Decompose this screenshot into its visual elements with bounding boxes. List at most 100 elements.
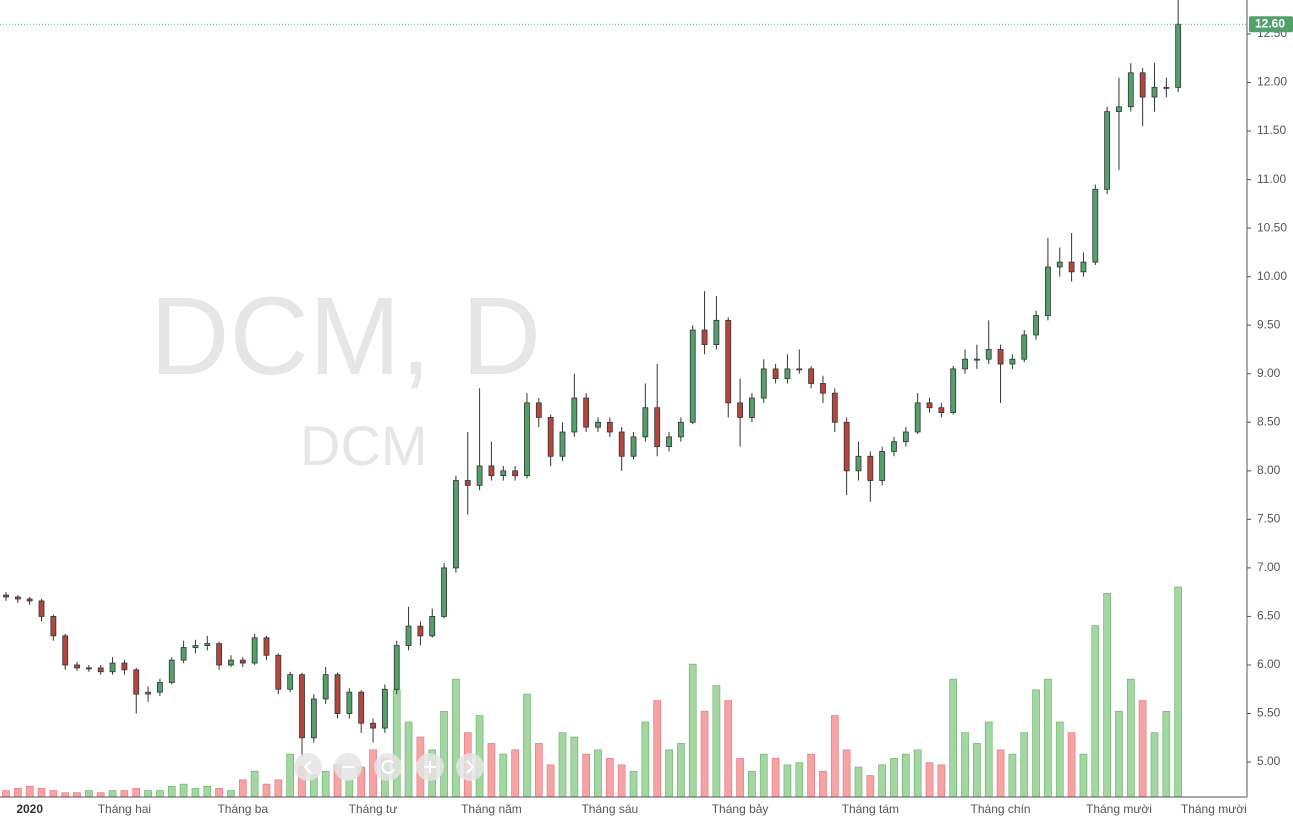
candle-body <box>784 368 791 379</box>
candle-body <box>488 465 495 477</box>
volume-bar <box>37 788 46 798</box>
candle-body <box>334 674 341 714</box>
candle-body <box>997 349 1004 365</box>
volume-bar <box>404 721 413 798</box>
price-axis: 5.00 5.50 6.00 6.50 7.00 7.50 8.00 8.50 9.00 9.50… <box>1247 26 1287 768</box>
candle-body <box>85 667 92 670</box>
volume-bar <box>961 732 969 798</box>
candle-body <box>962 358 968 370</box>
x-axis-labels: 2020 Tháng hai Tháng ba Tháng tư Tháng năm Th… <box>16 802 1271 816</box>
x-tick-label: Tháng sáu <box>581 802 638 816</box>
volume-bar <box>748 770 756 798</box>
volume-bar <box>1008 753 1017 798</box>
volume-bar <box>286 753 295 798</box>
y-tick-label: 5.50 <box>1257 706 1281 720</box>
candle-body <box>559 431 566 457</box>
volume-bar <box>949 678 958 798</box>
candle-body <box>760 368 767 399</box>
volume-bar <box>1055 721 1064 798</box>
volume-bar <box>1079 753 1088 798</box>
x-tick-label: Tháng hai <box>98 802 151 816</box>
candle-body <box>914 402 921 433</box>
x-tick-label: Tháng bảy <box>712 802 769 816</box>
candle-body <box>109 662 116 673</box>
candle-body <box>524 402 530 477</box>
candle-body <box>358 691 365 724</box>
volume-bar <box>511 749 519 798</box>
volume-bar <box>49 790 58 798</box>
candle-body <box>701 329 708 346</box>
x-tick-label: Tháng mười <box>1086 802 1152 816</box>
volume-bar <box>830 715 839 798</box>
candle-body <box>121 662 128 671</box>
volume-bar <box>878 764 887 798</box>
volume-bar <box>144 790 152 798</box>
volume-bar <box>890 758 898 798</box>
volume-bar <box>1150 732 1159 798</box>
volume-bar <box>487 743 496 798</box>
candle-body <box>74 664 80 669</box>
volume-bar <box>759 753 768 798</box>
volume-bar <box>842 749 851 798</box>
scroll-left-button[interactable] <box>294 753 322 781</box>
candle-body <box>180 647 187 661</box>
scroll-right-button[interactable] <box>456 753 484 781</box>
volume-layer <box>2 586 1183 798</box>
volume-bar <box>238 779 247 798</box>
candle-body <box>417 625 424 637</box>
volume-bar <box>641 721 650 798</box>
volume-bar <box>913 749 922 798</box>
x-tick-label: Tháng mười một <box>1181 802 1271 816</box>
volume-bar <box>179 783 188 798</box>
candle-body <box>737 402 743 418</box>
candle-body <box>3 594 9 598</box>
volume-bar <box>167 785 176 798</box>
candle-body <box>1151 86 1158 98</box>
candle-body <box>157 682 163 693</box>
volume-bar <box>665 749 673 798</box>
candle-body <box>370 722 376 729</box>
volume-bar <box>901 753 910 798</box>
volume-bar <box>582 753 591 798</box>
candle-body <box>1045 266 1051 316</box>
candle-body <box>772 368 779 379</box>
volume-bar <box>156 790 164 798</box>
candle-body <box>642 407 649 438</box>
candle-body <box>512 470 519 477</box>
volume-bar <box>1044 678 1052 798</box>
volume-bar <box>1032 689 1040 798</box>
volume-bar <box>688 663 697 798</box>
candle-body <box>867 455 874 481</box>
candle-body <box>843 421 850 472</box>
candle-body <box>1033 315 1039 336</box>
volume-bar <box>736 758 744 798</box>
candle-body <box>677 421 684 438</box>
y-tick-label: 12.00 <box>1257 75 1287 89</box>
volume-bar <box>523 693 531 798</box>
candle-body <box>796 368 803 371</box>
candle-body <box>168 659 175 683</box>
candle-body <box>26 598 33 602</box>
candle-body <box>891 441 897 452</box>
volume-bar <box>653 700 662 798</box>
reset-button[interactable] <box>374 753 402 781</box>
volume-bar <box>854 766 863 798</box>
x-tick-label: Tháng chín <box>971 802 1031 816</box>
x-tick-label: Tháng tư <box>349 802 398 816</box>
volume-bar <box>73 792 81 798</box>
candle-body <box>535 402 542 418</box>
volume-bar <box>1091 625 1100 798</box>
y-tick-label: 11.00 <box>1257 172 1286 186</box>
volume-bar <box>215 788 223 798</box>
candle-body <box>14 596 21 600</box>
volume-bar <box>1020 732 1029 798</box>
candle-body <box>464 480 471 486</box>
x-tick-label: 2020 <box>16 802 43 816</box>
volume-bar <box>629 770 638 798</box>
volume-bar <box>1162 710 1171 798</box>
volume-bar <box>937 764 946 798</box>
candle-body <box>38 600 45 617</box>
y-tick-label: 5.00 <box>1257 754 1281 768</box>
volume-bar <box>120 790 129 798</box>
candle-body <box>204 643 211 646</box>
